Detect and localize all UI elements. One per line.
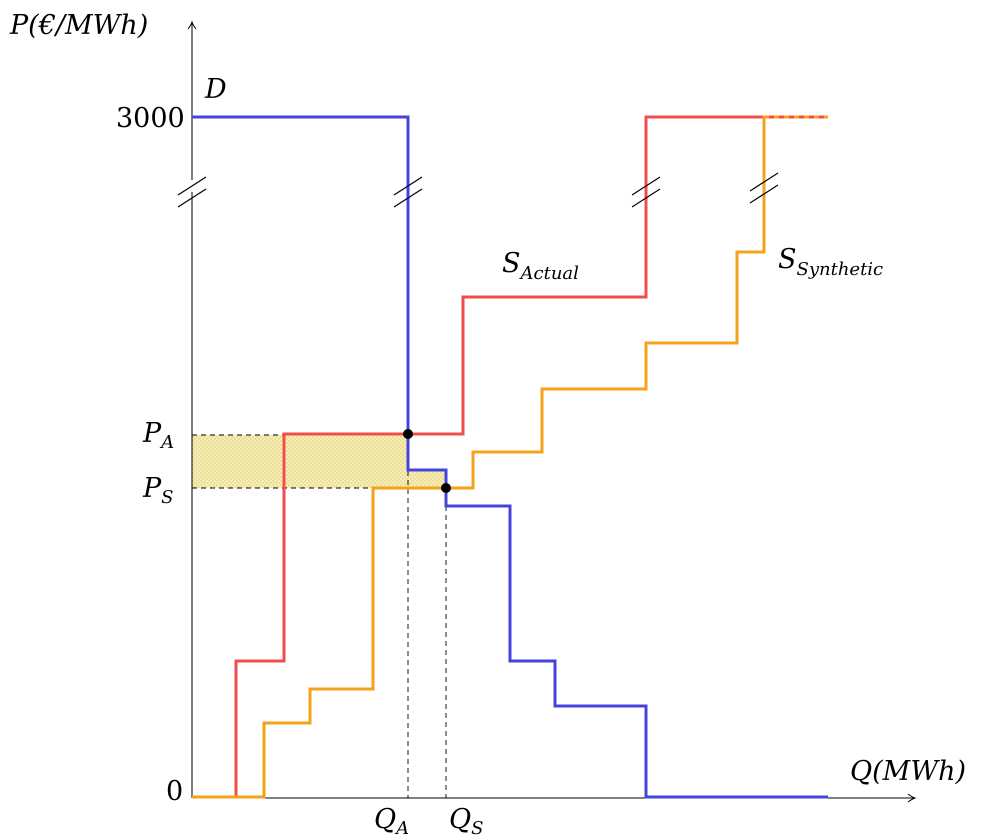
tick-0: 0	[166, 776, 183, 807]
qs-label: QS	[449, 804, 483, 838]
actual-supply-label: SActual	[502, 248, 579, 284]
qa-label: QA	[374, 804, 409, 838]
x-axis-label: Q(MWh)	[850, 756, 966, 787]
axis-break-markers	[177, 172, 779, 208]
tick-3000: 3000	[116, 103, 185, 134]
price-difference-area	[192, 435, 408, 488]
actual-equilibrium-point	[403, 429, 413, 439]
pa-label: PA	[142, 418, 174, 453]
synthetic-supply-label: SSynthetic	[778, 244, 883, 280]
synthetic-equilibrium-point	[441, 483, 451, 493]
synthetic-supply-curve	[192, 115, 828, 799]
ps-label: PS	[142, 473, 174, 508]
demand-label: D	[204, 74, 227, 105]
demand-curve	[192, 115, 828, 799]
actual-supply-curve	[192, 115, 828, 799]
y-axis-label: P(€/MWh)	[9, 10, 148, 41]
price-difference-area-right	[408, 470, 446, 488]
